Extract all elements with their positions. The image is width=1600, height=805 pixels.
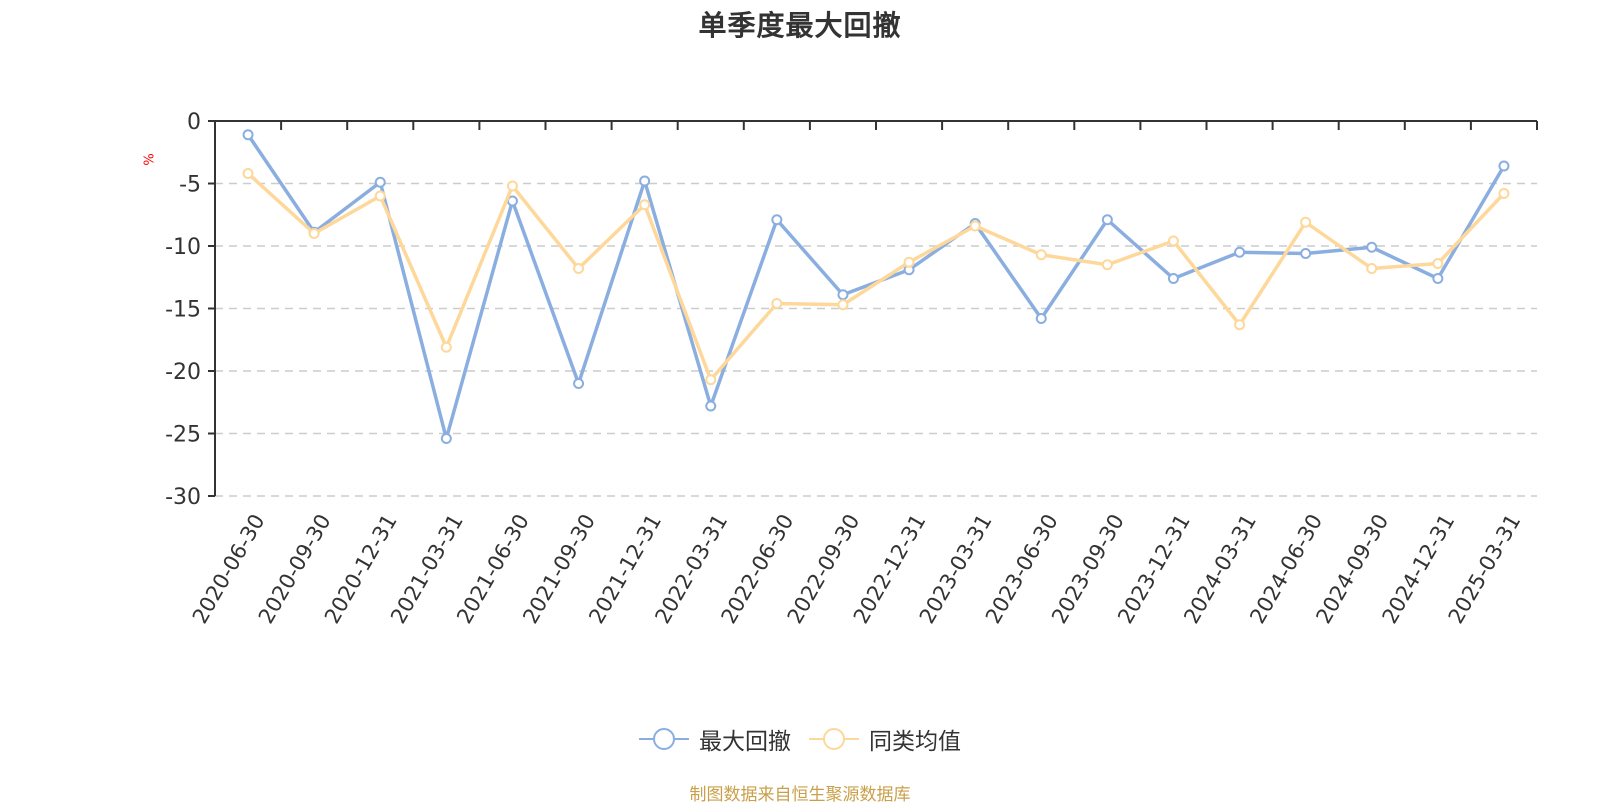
data-point[interactable] — [771, 214, 783, 226]
data-point[interactable] — [506, 180, 518, 192]
data-point[interactable] — [837, 289, 849, 301]
line-circle-icon — [809, 728, 859, 750]
data-point[interactable] — [1167, 273, 1179, 284]
legend-item-peer-average[interactable]: 同类均值 — [809, 722, 961, 756]
y-tick-label: -30 — [165, 485, 201, 510]
data-point[interactable] — [374, 176, 386, 188]
data-point[interactable] — [1366, 263, 1378, 274]
data-point[interactable] — [639, 175, 651, 187]
data-source-note: 制图数据来自恒生聚源数据库 — [689, 785, 911, 805]
data-point[interactable] — [1234, 319, 1246, 331]
data-point[interactable] — [1035, 249, 1047, 261]
line-circle-icon — [639, 728, 689, 750]
axes — [208, 120, 1538, 497]
data-point[interactable] — [1101, 214, 1113, 226]
data-point[interactable] — [903, 256, 915, 268]
data-point[interactable] — [242, 168, 254, 179]
data-point[interactable] — [374, 190, 386, 202]
chart-title: 单季度最大回撤 — [698, 9, 902, 42]
series-max-drawdown — [242, 129, 1510, 444]
data-point[interactable] — [969, 220, 981, 232]
series-peer-average — [242, 168, 1510, 386]
data-series — [242, 129, 1510, 444]
y-tick-label: 0 — [187, 110, 201, 135]
data-point[interactable] — [308, 228, 320, 239]
data-point[interactable] — [242, 129, 254, 141]
grid-lines — [215, 182, 1537, 497]
y-axis-labels: 0 -5 -10 -15 -20 -25 -30 — [165, 110, 201, 510]
data-point[interactable] — [1101, 259, 1113, 271]
data-point[interactable] — [1300, 248, 1312, 259]
y-tick-label: -25 — [165, 423, 201, 448]
data-point[interactable] — [1366, 241, 1378, 253]
legend-label: 同类均值 — [869, 729, 961, 755]
data-point[interactable] — [1432, 273, 1444, 284]
data-point[interactable] — [705, 400, 717, 412]
data-point[interactable] — [1498, 160, 1510, 172]
data-point[interactable] — [440, 433, 452, 444]
legend-item-max-drawdown[interactable]: 最大回撤 — [639, 722, 791, 756]
data-point[interactable] — [573, 263, 585, 274]
y-axis-unit: % — [142, 153, 158, 166]
data-point[interactable] — [771, 298, 783, 309]
legend: 最大回撤 同类均值 — [0, 722, 1600, 756]
data-point[interactable] — [573, 378, 585, 389]
data-point[interactable] — [1234, 246, 1246, 258]
x-axis-labels: 2020-06-302020-09-302020-12-312021-03-31… — [188, 510, 1526, 628]
data-point[interactable] — [1167, 235, 1179, 247]
data-point[interactable] — [440, 341, 452, 353]
y-tick-label: -5 — [179, 173, 201, 198]
y-tick-label: -15 — [165, 298, 201, 323]
data-point[interactable] — [1432, 258, 1444, 269]
data-point[interactable] — [705, 374, 717, 386]
data-point[interactable] — [837, 299, 849, 311]
y-tick-label: -20 — [165, 360, 201, 385]
data-point[interactable] — [639, 199, 651, 211]
legend-label: 最大回撤 — [699, 729, 791, 755]
data-point[interactable] — [1498, 188, 1510, 199]
data-point[interactable] — [1035, 313, 1047, 324]
y-tick-label: -10 — [165, 235, 201, 260]
data-point[interactable] — [1300, 216, 1312, 228]
